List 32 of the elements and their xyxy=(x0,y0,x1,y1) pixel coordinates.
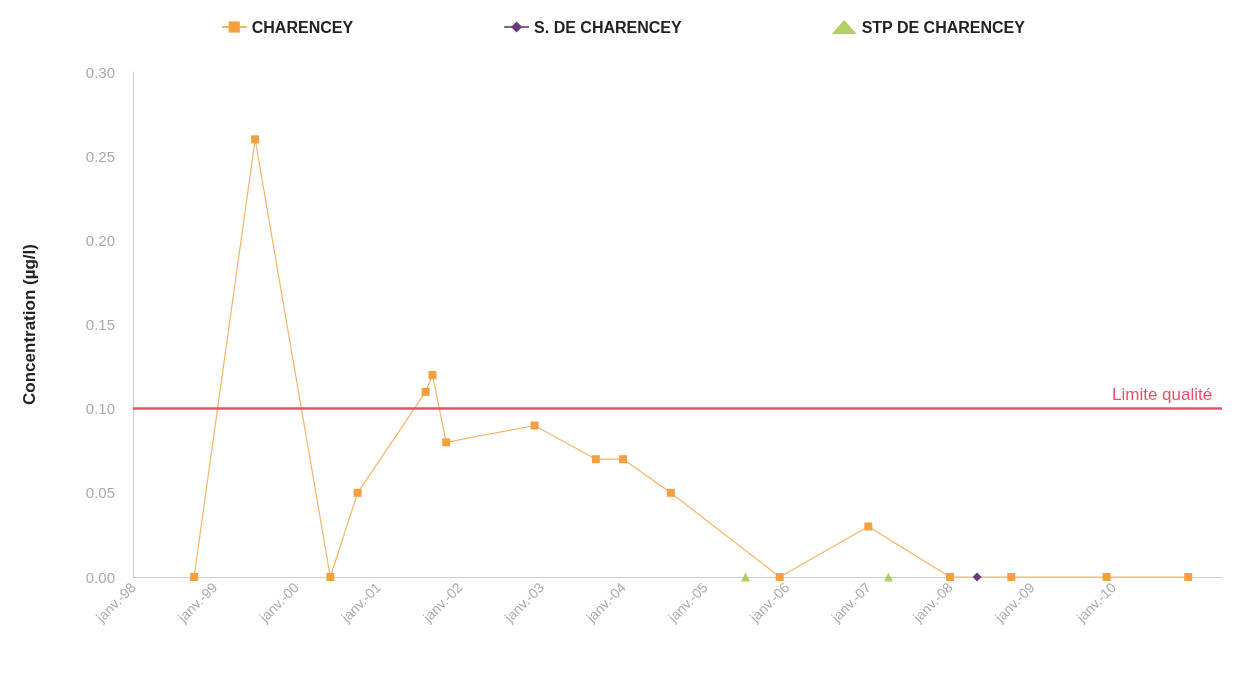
point xyxy=(421,387,430,396)
point xyxy=(251,135,260,144)
ref-line-label: Limite qualité xyxy=(1112,385,1213,405)
point xyxy=(619,455,628,464)
point xyxy=(190,573,199,581)
point xyxy=(428,371,437,379)
point xyxy=(353,488,362,497)
legend-label: S. DE CHARENCEY xyxy=(534,18,682,36)
point xyxy=(741,572,751,582)
y-axis-title: Concentration (µg/l) xyxy=(20,244,39,405)
point xyxy=(864,522,873,531)
point xyxy=(1007,573,1016,581)
y-tick-label: 0.30 xyxy=(85,63,115,81)
y-tick-label: 0.20 xyxy=(85,231,115,249)
point xyxy=(530,421,539,430)
point xyxy=(972,572,982,582)
point xyxy=(775,573,784,581)
y-tick-label: 0.10 xyxy=(85,400,115,418)
point xyxy=(945,573,954,581)
y-tick-label: 0.15 xyxy=(85,316,115,333)
point xyxy=(591,455,600,464)
legend-label: CHARENCEY xyxy=(251,18,354,36)
point xyxy=(442,438,451,447)
point xyxy=(883,572,893,582)
point xyxy=(1184,573,1193,581)
point xyxy=(326,573,335,581)
y-tick-label: 0.00 xyxy=(85,568,115,586)
legend-label: STP DE CHARENCEY xyxy=(861,18,1026,36)
y-tick-label: 0.25 xyxy=(85,147,115,165)
y-tick-label: 0.05 xyxy=(85,484,115,502)
point xyxy=(1102,573,1111,581)
point xyxy=(666,488,675,497)
